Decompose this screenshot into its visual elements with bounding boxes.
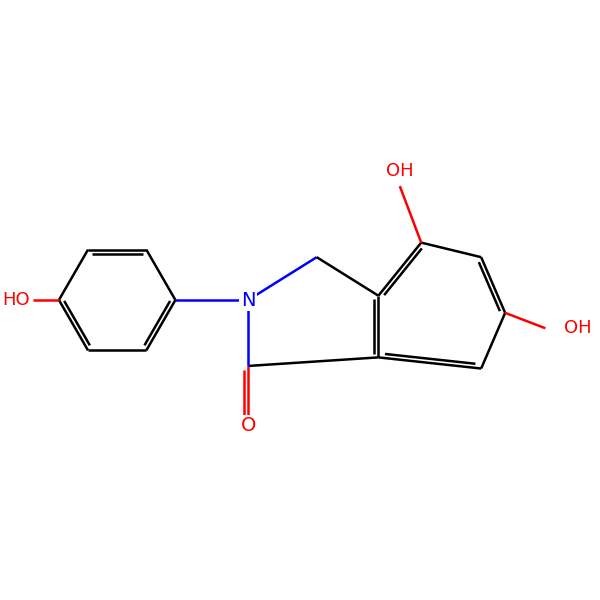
Text: OH: OH: [386, 161, 413, 179]
Text: HO: HO: [2, 291, 30, 309]
Text: O: O: [241, 416, 256, 436]
Text: N: N: [241, 290, 256, 310]
Text: OH: OH: [564, 319, 592, 337]
